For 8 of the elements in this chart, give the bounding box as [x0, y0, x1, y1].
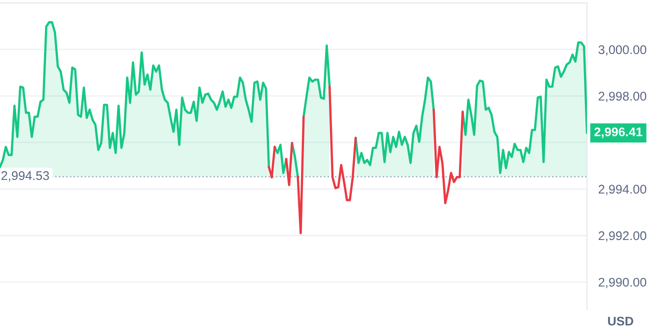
- y-tick-label: 3,000.00: [598, 45, 646, 56]
- y-tick-label: 2,994.00: [598, 184, 646, 196]
- y-tick-label: 2,990.00: [598, 278, 646, 288]
- text: USD: [608, 316, 634, 326]
- y-tick-label: 2,998.00: [598, 92, 646, 102]
- text: 2,996.41: [594, 127, 642, 138]
- ref-line-label: 2,994.53: [1, 171, 49, 182]
- y-tick-label: 2,992.00: [598, 231, 646, 242]
